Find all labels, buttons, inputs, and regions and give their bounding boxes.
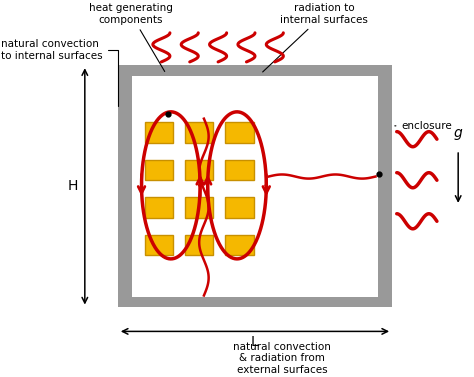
Bar [225, 197, 254, 218]
Text: L: L [251, 335, 259, 349]
Text: natural convection
& radiation from
external surfaces: natural convection & radiation from exte… [233, 342, 331, 375]
Text: heat generating
components: heat generating components [89, 3, 173, 72]
Bar [225, 122, 254, 143]
Text: g: g [454, 126, 463, 140]
Bar [145, 235, 173, 256]
Bar [225, 160, 254, 180]
Bar [132, 75, 378, 297]
Bar [185, 197, 213, 218]
Bar [225, 235, 254, 256]
Bar [185, 122, 213, 143]
Bar [145, 160, 173, 180]
Bar [145, 122, 173, 143]
Bar [118, 65, 392, 308]
Text: radiation to
internal surfaces: radiation to internal surfaces [263, 3, 368, 72]
Text: enclosure: enclosure [395, 121, 452, 131]
Text: H: H [68, 179, 78, 193]
Text: natural convection
to internal surfaces: natural convection to internal surfaces [0, 40, 118, 106]
Bar [185, 160, 213, 180]
Bar [185, 235, 213, 256]
Bar [145, 197, 173, 218]
